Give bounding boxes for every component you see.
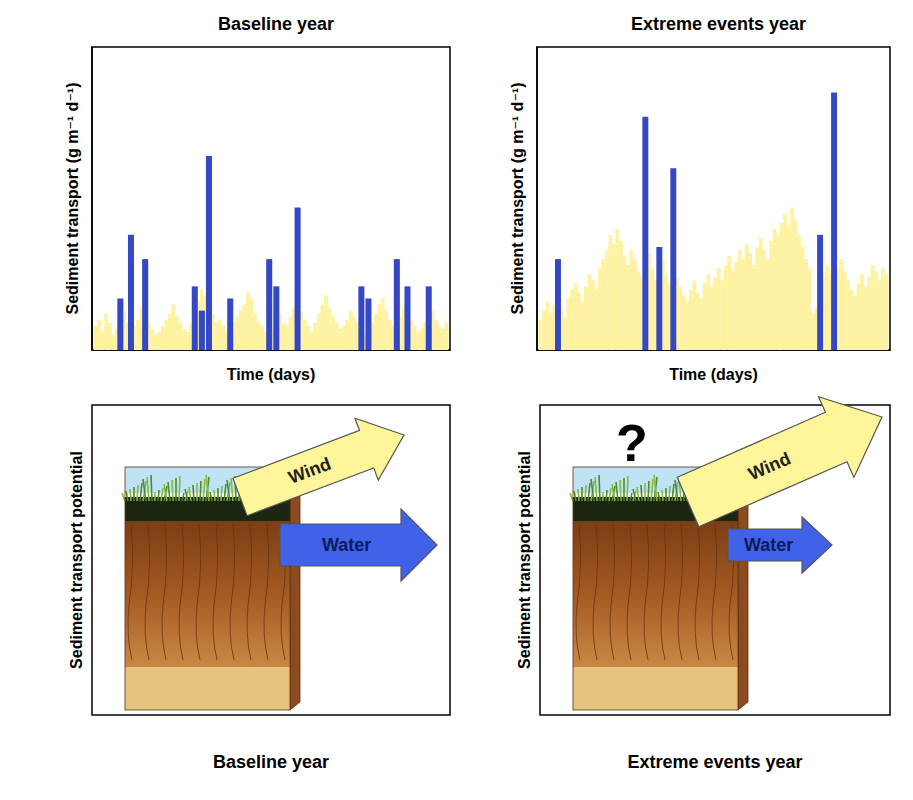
svg-text:Extreme events year: Extreme events year (631, 14, 806, 34)
svg-text:Time (days): Time (days) (227, 366, 316, 383)
svg-text:Wind: Wind (286, 454, 334, 488)
svg-text:Baseline year: Baseline year (213, 752, 329, 772)
svg-text:Water: Water (322, 535, 371, 555)
svg-text:?: ? (616, 414, 648, 472)
svg-text:Wind: Wind (745, 448, 793, 484)
svg-text:Sediment transport potential: Sediment transport potential (516, 451, 533, 669)
svg-text:Water: Water (744, 535, 793, 555)
svg-text:Extreme events year: Extreme events year (627, 752, 802, 772)
svg-text:Sediment transport potential: Sediment transport potential (68, 451, 85, 669)
svg-text:Time (days): Time (days) (669, 366, 758, 383)
svg-text:Baseline year: Baseline year (218, 14, 334, 34)
svg-text:Sediment transport (g m⁻¹ d⁻¹): Sediment transport (g m⁻¹ d⁻¹) (509, 83, 526, 315)
svg-text:Sediment transport (g m⁻¹ d⁻¹): Sediment transport (g m⁻¹ d⁻¹) (64, 83, 81, 315)
